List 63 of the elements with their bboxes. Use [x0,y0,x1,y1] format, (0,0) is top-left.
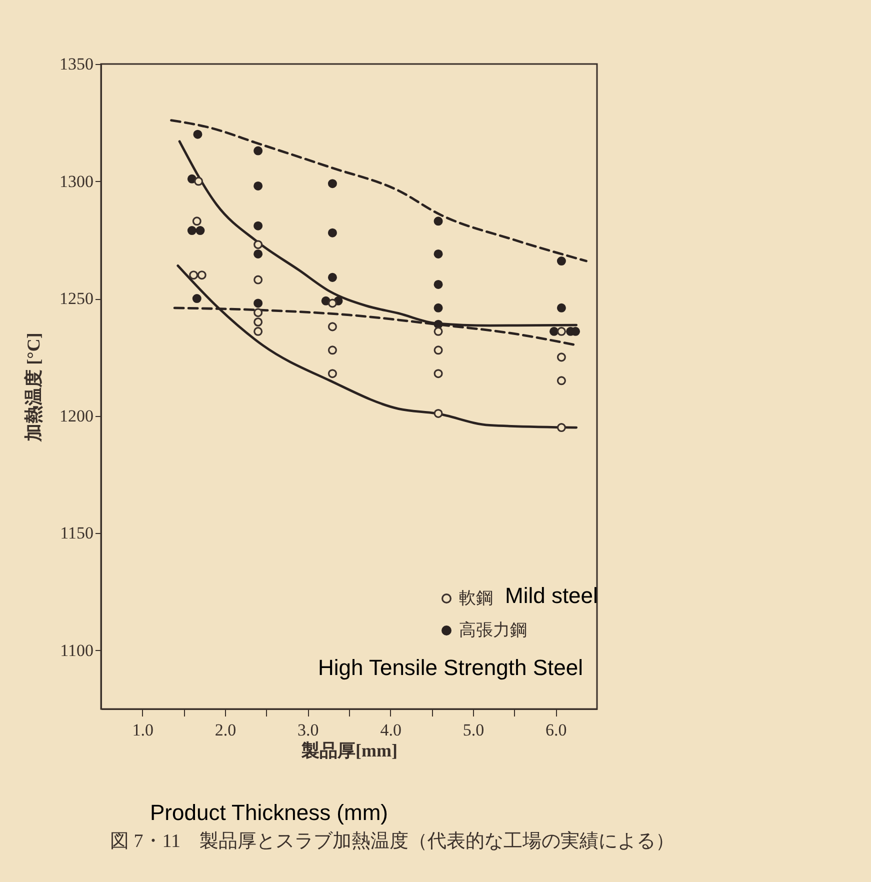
point [254,298,263,308]
point [556,256,566,266]
point [254,146,263,156]
annotation: Mild steel [505,583,598,609]
point [328,272,337,282]
x-tick-label: 2.0 [214,720,236,740]
point [196,226,205,236]
point [197,270,206,280]
point [193,130,202,139]
point [254,181,263,190]
x-tick-label: 3.0 [298,720,319,740]
legend-label: 高張力鋼 [459,620,527,640]
point [328,322,337,332]
point [556,326,566,336]
point [556,376,566,386]
point [254,275,263,284]
point [192,216,202,226]
y-tick-label: 1300 [60,172,94,191]
point [328,179,337,188]
y-tick-label: 1350 [60,54,94,74]
point [556,423,566,432]
legend-label: 軟鋼 [459,588,493,608]
y-tick-label: 1150 [60,524,94,543]
x-tick-label: 5.0 [462,720,484,740]
x-tick-label: 4.0 [380,720,402,740]
point [434,303,443,312]
point [434,249,443,258]
point [434,280,443,289]
x-tick-label: 1.0 [132,720,154,740]
point [434,369,443,378]
point [328,369,337,378]
y-axis-title: 加熱温度 [°C] [24,332,44,442]
line-series [176,264,578,429]
point [328,228,337,238]
x-axis-title: 製品厚[mm] [300,740,398,760]
text: Product Thickness (mm) [150,800,388,826]
point [187,226,196,236]
point [192,294,202,304]
point [254,240,263,250]
point [194,176,204,186]
point [254,249,263,258]
point [550,326,559,336]
point [254,308,263,318]
y-tick-label: 1100 [60,640,94,660]
point [254,318,263,326]
point [254,221,263,230]
point [434,216,443,226]
point [556,303,566,312]
y-tick-label: 1250 [60,289,94,308]
point [434,346,443,355]
point [434,326,443,336]
point [328,298,337,308]
text: 図 7・11 製品厚とスラブ加熱温度（代表的な工場の実績による） [110,830,675,854]
point [187,174,196,184]
point [434,408,443,418]
point [556,352,566,362]
point [254,326,263,336]
point [189,270,198,280]
annotation: High Tensile Strength Steel [318,655,583,681]
y-tick-label: 1200 [60,406,94,426]
x-tick-label: 6.0 [546,720,567,740]
point [328,346,337,355]
line-series [170,119,588,262]
